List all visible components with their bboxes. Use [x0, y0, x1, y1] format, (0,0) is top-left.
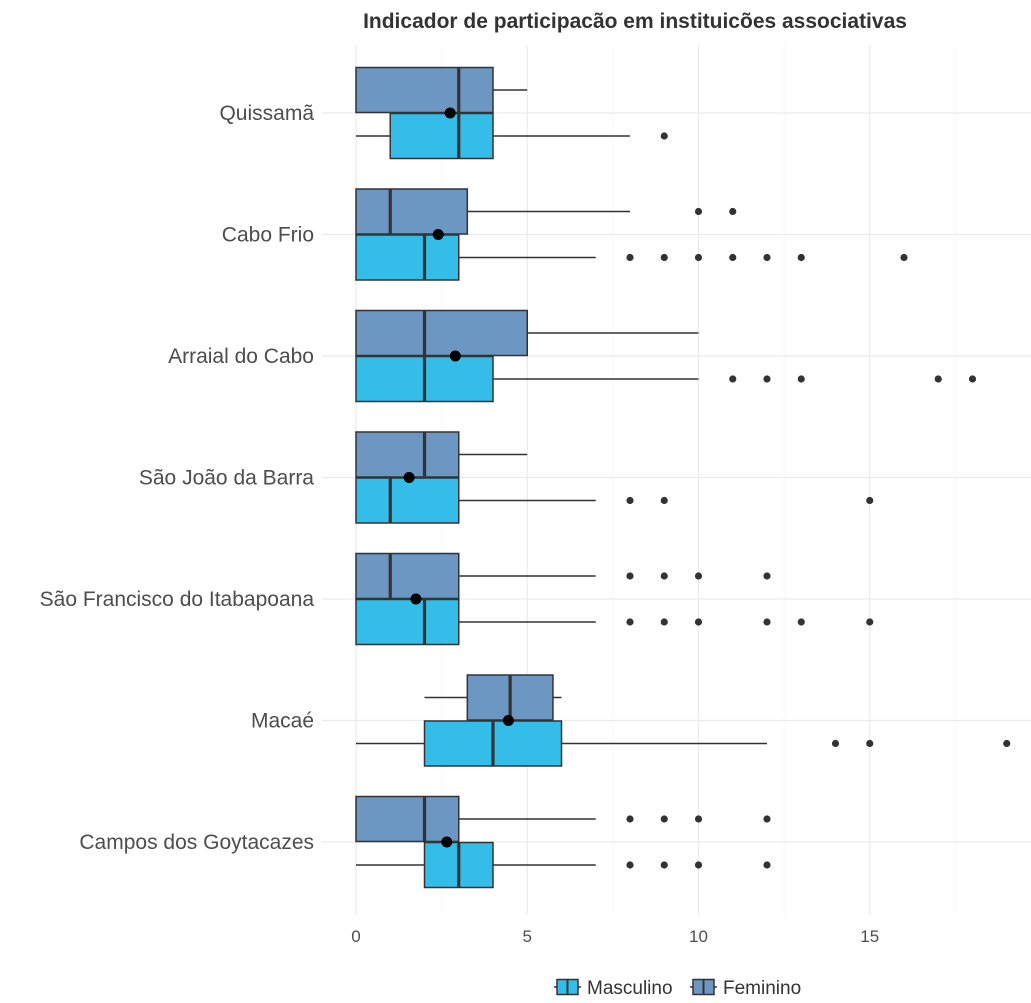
box-feminino-macae	[424, 674, 562, 721]
outlier-point	[934, 375, 942, 383]
outlier-point	[729, 207, 737, 216]
outlier-point	[763, 618, 771, 626]
y-tick-label-quissama: Quissamã	[219, 102, 314, 125]
legend: Masculino Feminino	[554, 978, 801, 999]
outlier-point	[694, 207, 703, 216]
box-masculino-cabo-frio	[355, 234, 908, 281]
box-feminino-sao-francisco-do-itabapoana	[355, 552, 771, 600]
outlier-point	[660, 496, 668, 505]
box-body	[355, 552, 460, 600]
legend-label-feminino: Feminino	[723, 978, 801, 999]
outlier-point	[694, 253, 703, 262]
box-body	[355, 309, 528, 357]
x-tick-label-5: 5	[523, 927, 532, 946]
box-body	[355, 477, 460, 524]
y-tick-label-macae: Macaé	[251, 710, 314, 733]
outlier-point	[660, 815, 668, 823]
outlier-point	[831, 739, 840, 748]
mean-point-cabo-frio	[432, 229, 444, 240]
outlier-point	[626, 618, 634, 626]
outlier-point	[763, 375, 771, 383]
outlier-point	[626, 861, 634, 869]
outlier-point	[626, 253, 634, 262]
outlier-point	[729, 253, 737, 262]
box-masculino-sao-francisco-do-itabapoana	[355, 598, 874, 646]
outlier-point	[968, 375, 977, 383]
outlier-point	[763, 815, 771, 823]
box-body	[389, 112, 494, 160]
box-feminino-arraial-do-cabo	[355, 309, 699, 357]
y-tick-label-sao-francisco-do-itabapoana: São Francisco do Itabapoana	[40, 588, 315, 611]
outlier-point	[797, 375, 805, 383]
y-tick-label-campos-dos-goytacazes: Campos dos Goytacazes	[79, 831, 314, 854]
box-feminino-quissama	[355, 66, 528, 114]
outlier-point	[694, 815, 703, 823]
outlier-point	[694, 572, 703, 580]
box-feminino-sao-joao-da-barra	[355, 431, 528, 478]
outlier-point	[797, 618, 805, 626]
x-tick-label-15: 15	[860, 927, 879, 946]
y-tick-label-arraial-do-cabo: Arraial do Cabo	[168, 345, 314, 368]
box-body	[355, 188, 469, 235]
outlier-point	[763, 572, 771, 580]
outlier-point	[626, 815, 634, 823]
box-body	[355, 795, 460, 843]
box-body	[355, 598, 460, 646]
y-tick-label-cabo-frio: Cabo Frio	[222, 224, 314, 247]
box-body	[355, 431, 460, 478]
outlier-point	[660, 253, 668, 262]
chart-title: Indicador de participacão em instituicõe…	[363, 10, 907, 33]
mean-point-quissama	[444, 107, 456, 119]
box-feminino-cabo-frio	[355, 188, 737, 235]
outlier-point	[694, 861, 703, 869]
mean-point-macae	[502, 715, 514, 726]
outlier-point	[626, 572, 634, 580]
box-body	[355, 66, 494, 114]
box-masculino-campos-dos-goytacazes	[356, 841, 771, 889]
outlier-point	[660, 572, 668, 580]
outlier-point	[797, 253, 805, 262]
outlier-point	[626, 496, 634, 505]
outlier-point	[900, 253, 908, 262]
outlier-point	[866, 496, 874, 505]
outlier-point	[1003, 739, 1011, 748]
y-axis-labels: Quissamã Cabo Frio Arraial do Cabo São João…	[40, 102, 315, 854]
box-masculino-sao-joao-da-barra	[355, 477, 874, 524]
x-axis-ticks: 0 5 10 15	[351, 927, 879, 946]
outlier-point	[660, 861, 668, 869]
box-masculino-macae	[356, 720, 1011, 767]
outlier-point	[694, 618, 703, 626]
box-masculino-quissama	[356, 112, 668, 160]
outlier-point	[763, 253, 771, 262]
box-masculino-arraial-do-cabo	[355, 355, 977, 403]
x-tick-label-10: 10	[689, 927, 708, 946]
outlier-point	[866, 739, 874, 748]
box-feminino-campos-dos-goytacazes	[355, 795, 771, 843]
outlier-point	[729, 375, 737, 383]
y-tick-label-sao-joao-da-barra: São João da Barra	[139, 467, 314, 490]
outlier-point	[660, 618, 668, 626]
mean-point-arraial-do-cabo	[449, 350, 461, 362]
legend-item-masculino: Masculino	[554, 978, 673, 999]
x-tick-label-0: 0	[351, 927, 360, 946]
outlier-point	[866, 618, 874, 626]
outlier-point	[660, 132, 668, 140]
legend-label-masculino: Masculino	[587, 978, 673, 999]
box-body	[355, 234, 460, 281]
legend-item-feminino: Feminino	[690, 978, 801, 999]
boxes	[355, 66, 1011, 889]
outlier-point	[763, 861, 771, 869]
mean-point-sao-francisco-do-itabapoana	[410, 593, 422, 605]
mean-point-sao-joao-da-barra	[403, 472, 415, 483]
mean-point-campos-dos-goytacazes	[441, 836, 453, 848]
